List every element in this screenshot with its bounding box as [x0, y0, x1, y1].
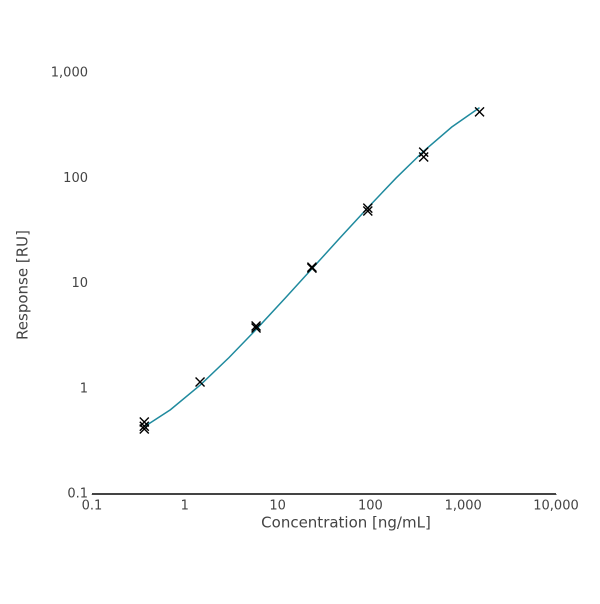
data-point — [418, 147, 429, 158]
x-tick-label: 1 — [181, 499, 189, 514]
x-tick-label: 10,000 — [533, 499, 579, 514]
y-axis-title: Response [RU] — [14, 230, 32, 340]
data-point — [418, 152, 429, 163]
data-point — [474, 106, 485, 117]
data-point — [306, 263, 317, 274]
x-tick-label: 0.1 — [82, 499, 103, 514]
y-tick-label: 0.1 — [67, 487, 88, 502]
x-axis-title: Concentration [ng/mL] — [261, 514, 431, 532]
y-tick-label: 1 — [80, 381, 88, 396]
x-tick-label: 10 — [269, 499, 286, 514]
y-tick-label: 100 — [63, 171, 88, 186]
x-tick-label: 1,000 — [445, 499, 482, 514]
data-point — [362, 203, 373, 214]
data-point — [251, 320, 262, 331]
y-tick-label: 10 — [71, 276, 88, 291]
data-point — [139, 423, 150, 434]
data-point — [195, 376, 206, 387]
data-point — [251, 322, 262, 333]
data-point — [139, 421, 150, 432]
y-tick-label: 1,000 — [51, 66, 88, 81]
data-point — [362, 206, 373, 217]
x-tick-label: 100 — [358, 499, 383, 514]
